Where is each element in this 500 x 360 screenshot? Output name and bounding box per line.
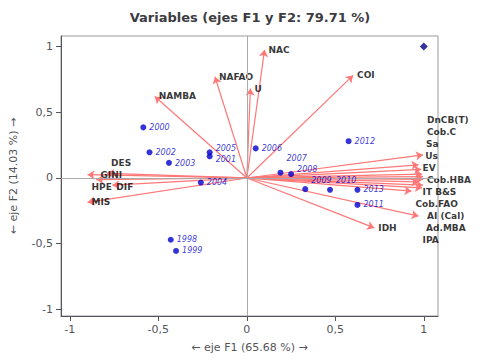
svg-text:Us: Us <box>425 151 438 161</box>
svg-text:DES: DES <box>111 158 131 168</box>
svg-text:← eje F1 (65.68 %) →: ← eje F1 (65.68 %) → <box>191 341 307 354</box>
svg-text:Cob.HBA: Cob.HBA <box>427 175 471 185</box>
svg-text:-1: -1 <box>64 323 75 336</box>
svg-text:2001: 2001 <box>216 155 236 164</box>
svg-text:Cob.C: Cob.C <box>427 127 457 137</box>
svg-text:1: 1 <box>420 323 427 336</box>
svg-text:NAFAO: NAFAO <box>219 72 254 82</box>
svg-text:-1: -1 <box>42 303 53 316</box>
svg-text:-0,5: -0,5 <box>148 323 169 336</box>
svg-text:NAMBA: NAMBA <box>159 91 196 101</box>
svg-text:HPE: HPE <box>92 182 112 192</box>
svg-text:2000: 2000 <box>149 123 169 132</box>
svg-text:Variables (ejes F1 y F2: 79.71: Variables (ejes F1 y F2: 79.71 %) <box>130 10 371 25</box>
svg-text:0,5: 0,5 <box>327 323 345 336</box>
svg-text:2002: 2002 <box>155 148 175 157</box>
svg-text:0: 0 <box>243 323 250 336</box>
svg-text:IT B&S: IT B&S <box>423 187 457 197</box>
svg-text:-0,5: -0,5 <box>32 237 53 250</box>
svg-text:2010: 2010 <box>336 176 356 185</box>
svg-text:DnCB(T): DnCB(T) <box>427 115 469 125</box>
svg-text:2011: 2011 <box>363 200 383 209</box>
svg-text:AI (Cal): AI (Cal) <box>427 211 464 221</box>
svg-text:U: U <box>254 84 261 94</box>
svg-text:IDH: IDH <box>378 223 396 233</box>
svg-text:← eje F2 (14.03 %) →: ← eje F2 (14.03 %) → <box>7 118 20 234</box>
svg-text:0: 0 <box>46 171 53 184</box>
svg-text:2007: 2007 <box>286 154 307 163</box>
svg-text:MIS: MIS <box>92 197 111 207</box>
svg-text:Cob.FAO: Cob.FAO <box>415 199 458 209</box>
svg-text:1998: 1998 <box>177 235 197 244</box>
svg-text:2008: 2008 <box>297 165 317 174</box>
svg-text:1: 1 <box>46 40 53 53</box>
svg-text:0,5: 0,5 <box>36 106 54 119</box>
svg-text:DIF: DIF <box>116 182 133 192</box>
svg-text:2013: 2013 <box>363 185 383 194</box>
svg-text:2003: 2003 <box>175 159 195 168</box>
svg-text:Ad.MBA: Ad.MBA <box>426 223 466 233</box>
svg-text:2012: 2012 <box>355 137 375 146</box>
svg-text:2006: 2006 <box>262 144 282 153</box>
svg-text:2004: 2004 <box>207 178 227 187</box>
svg-text:EV: EV <box>423 163 436 173</box>
svg-text:IPA: IPA <box>423 235 439 245</box>
svg-text:GINI: GINI <box>100 170 122 181</box>
svg-text:Sa: Sa <box>426 139 439 149</box>
svg-text:2009: 2009 <box>311 176 331 185</box>
svg-text:2005: 2005 <box>216 144 236 153</box>
svg-text:1999: 1999 <box>182 246 202 255</box>
svg-text:COI: COI <box>357 70 375 80</box>
svg-text:NAC: NAC <box>269 45 290 55</box>
